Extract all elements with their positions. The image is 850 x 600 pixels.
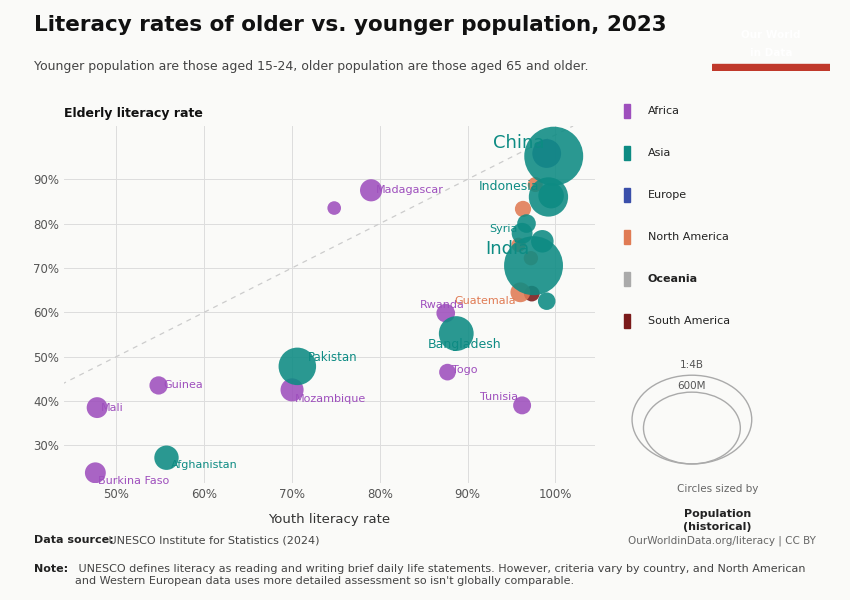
Text: Indonesia: Indonesia	[479, 179, 540, 193]
Text: Literacy rates of older vs. younger population, 2023: Literacy rates of older vs. younger popu…	[34, 15, 666, 35]
Text: Note:: Note:	[34, 564, 68, 574]
Point	[440, 367, 454, 377]
Text: OurWorldinData.org/literacy | CC BY: OurWorldinData.org/literacy | CC BY	[628, 535, 816, 546]
Text: Europe: Europe	[648, 190, 687, 200]
Text: Data source:: Data source:	[34, 535, 114, 545]
Point	[512, 240, 525, 250]
Text: Bangladesh: Bangladesh	[428, 338, 501, 351]
Text: Rwanda: Rwanda	[419, 300, 464, 310]
Point	[529, 180, 542, 190]
Text: in Data: in Data	[750, 47, 792, 58]
Text: Pakistan: Pakistan	[308, 351, 358, 364]
Point	[515, 229, 529, 238]
Text: Asia: Asia	[648, 148, 672, 158]
Text: Population
(historical): Population (historical)	[683, 509, 751, 532]
Text: Guatemala: Guatemala	[455, 296, 516, 306]
Text: North America: North America	[648, 232, 728, 242]
Text: UNESCO Institute for Statistics (2024): UNESCO Institute for Statistics (2024)	[105, 535, 319, 545]
Point	[524, 253, 538, 263]
Bar	[624, 314, 631, 328]
Text: Younger population are those aged 15-24, older population are those aged 65 and : Younger population are those aged 15-24,…	[34, 60, 588, 73]
Text: Syria: Syria	[490, 224, 518, 234]
Text: Madagascar: Madagascar	[376, 185, 444, 196]
Bar	[624, 104, 631, 118]
Bar	[624, 146, 631, 160]
Text: 1:4B: 1:4B	[680, 360, 704, 370]
Text: Burkina Faso: Burkina Faso	[98, 476, 169, 487]
Bar	[624, 230, 631, 244]
Point	[540, 149, 553, 158]
Point	[540, 296, 553, 306]
Text: India: India	[484, 240, 530, 258]
Point	[365, 185, 378, 195]
Text: China: China	[494, 134, 545, 152]
Point	[547, 151, 560, 161]
Text: Oceania: Oceania	[648, 274, 698, 284]
Text: Mali: Mali	[100, 403, 123, 413]
Text: Africa: Africa	[648, 106, 680, 116]
Point	[327, 203, 341, 213]
Point	[519, 219, 533, 229]
Point	[450, 329, 463, 338]
Text: Togo: Togo	[452, 365, 478, 375]
Text: Circles sized by: Circles sized by	[677, 484, 758, 494]
Point	[291, 362, 304, 371]
Text: Mozambique: Mozambique	[295, 394, 366, 404]
Bar	[712, 64, 830, 71]
Point	[160, 453, 173, 463]
Point	[439, 308, 452, 318]
Point	[513, 287, 527, 297]
Text: South America: South America	[648, 316, 730, 326]
Point	[525, 289, 539, 298]
Text: Afghanistan: Afghanistan	[171, 460, 238, 470]
Text: Our World: Our World	[741, 31, 801, 40]
Point	[527, 261, 541, 271]
Point	[88, 468, 102, 478]
Point	[541, 192, 555, 202]
Bar	[624, 188, 631, 202]
Text: Tunisia: Tunisia	[479, 392, 518, 403]
Text: 600M: 600M	[677, 381, 706, 391]
Text: Guinea: Guinea	[163, 380, 203, 391]
Point	[152, 380, 166, 390]
Text: Youth literacy rate: Youth literacy rate	[269, 513, 390, 526]
Point	[536, 236, 549, 246]
Point	[516, 204, 530, 214]
Point	[90, 403, 104, 412]
Point	[515, 401, 529, 410]
Bar	[624, 272, 631, 286]
Point	[544, 191, 558, 200]
Point	[286, 385, 299, 395]
Text: UNESCO defines literacy as reading and writing brief daily life statements. Howe: UNESCO defines literacy as reading and w…	[75, 564, 805, 586]
Text: Elderly literacy rate: Elderly literacy rate	[64, 107, 202, 120]
